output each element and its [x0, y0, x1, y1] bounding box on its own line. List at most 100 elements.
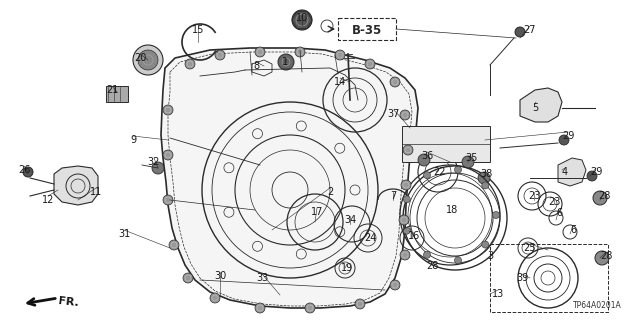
Text: 11: 11 — [90, 187, 102, 197]
Circle shape — [462, 156, 474, 168]
Text: 30: 30 — [214, 271, 226, 281]
Text: 28: 28 — [598, 191, 610, 201]
Circle shape — [133, 45, 163, 75]
Text: 20: 20 — [134, 53, 146, 63]
Text: 18: 18 — [446, 205, 458, 215]
Circle shape — [163, 195, 173, 205]
Text: 21: 21 — [106, 85, 118, 95]
Circle shape — [365, 59, 375, 69]
Circle shape — [163, 105, 173, 115]
Text: 37: 37 — [388, 109, 400, 119]
Text: 23: 23 — [528, 191, 540, 201]
Text: 4: 4 — [562, 167, 568, 177]
Text: 10: 10 — [296, 13, 308, 23]
Text: 38: 38 — [480, 169, 492, 179]
Circle shape — [400, 250, 410, 260]
Circle shape — [403, 227, 410, 234]
Polygon shape — [520, 88, 562, 122]
Circle shape — [493, 212, 499, 219]
Text: 23: 23 — [548, 197, 560, 207]
Circle shape — [255, 303, 265, 313]
Circle shape — [215, 50, 225, 60]
Circle shape — [152, 162, 164, 174]
Text: 39: 39 — [516, 273, 528, 283]
Circle shape — [482, 182, 489, 189]
Circle shape — [593, 191, 607, 205]
Polygon shape — [161, 48, 418, 308]
Text: 13: 13 — [492, 289, 504, 299]
Text: TP64A0201A: TP64A0201A — [573, 301, 622, 310]
Circle shape — [390, 280, 400, 290]
Bar — [490, 244, 608, 312]
Text: 1: 1 — [282, 57, 288, 67]
Circle shape — [255, 47, 265, 57]
Text: 16: 16 — [408, 231, 420, 241]
Text: 6: 6 — [556, 208, 562, 218]
Text: 28: 28 — [426, 261, 438, 271]
Text: 15: 15 — [192, 25, 204, 35]
Circle shape — [454, 257, 461, 264]
Text: 14: 14 — [334, 77, 346, 87]
Text: B-35: B-35 — [352, 25, 382, 37]
Text: 5: 5 — [532, 103, 538, 113]
Circle shape — [305, 303, 315, 313]
Circle shape — [185, 59, 195, 69]
Circle shape — [403, 145, 413, 155]
Circle shape — [424, 172, 431, 179]
Text: 33: 33 — [256, 273, 268, 283]
Text: 3: 3 — [487, 251, 493, 261]
Text: 7: 7 — [390, 191, 396, 201]
Text: 32: 32 — [148, 157, 160, 167]
Text: 31: 31 — [118, 229, 130, 239]
Circle shape — [295, 47, 305, 57]
Text: 2: 2 — [327, 187, 333, 197]
Bar — [338, 18, 396, 40]
Text: 24: 24 — [364, 233, 376, 243]
Text: 36: 36 — [421, 151, 433, 161]
Circle shape — [390, 77, 400, 87]
Bar — [402, 126, 490, 162]
Circle shape — [210, 293, 220, 303]
Circle shape — [183, 273, 193, 283]
Circle shape — [587, 171, 597, 181]
Text: 29: 29 — [562, 131, 574, 141]
Text: 17: 17 — [311, 207, 323, 217]
Text: 26: 26 — [18, 165, 30, 175]
Text: 35: 35 — [465, 153, 477, 163]
Circle shape — [403, 196, 410, 203]
Circle shape — [292, 10, 312, 30]
Text: 29: 29 — [590, 167, 602, 177]
Circle shape — [418, 154, 430, 166]
Text: FR.: FR. — [58, 296, 79, 308]
Text: 25: 25 — [524, 243, 536, 253]
Circle shape — [515, 27, 525, 37]
Text: 22: 22 — [434, 167, 446, 177]
Text: 27: 27 — [524, 25, 536, 35]
Text: 34: 34 — [344, 215, 356, 225]
Circle shape — [355, 299, 365, 309]
Text: 9: 9 — [130, 135, 136, 145]
Circle shape — [399, 215, 409, 225]
Text: 8: 8 — [253, 61, 259, 71]
Circle shape — [400, 110, 410, 120]
Bar — [106, 86, 128, 102]
Circle shape — [454, 166, 461, 173]
Circle shape — [401, 180, 411, 190]
Text: 19: 19 — [341, 263, 353, 273]
Text: 12: 12 — [42, 195, 54, 205]
Text: 28: 28 — [600, 251, 612, 261]
Circle shape — [482, 241, 489, 248]
Circle shape — [335, 50, 345, 60]
Circle shape — [169, 240, 179, 250]
Polygon shape — [558, 158, 586, 186]
Circle shape — [23, 167, 33, 177]
Circle shape — [278, 54, 294, 70]
Circle shape — [595, 251, 609, 265]
Circle shape — [559, 135, 569, 145]
Circle shape — [163, 150, 173, 160]
Text: 6: 6 — [570, 225, 576, 235]
Circle shape — [138, 50, 158, 70]
Polygon shape — [54, 166, 98, 205]
Circle shape — [424, 251, 431, 258]
Circle shape — [478, 172, 490, 184]
